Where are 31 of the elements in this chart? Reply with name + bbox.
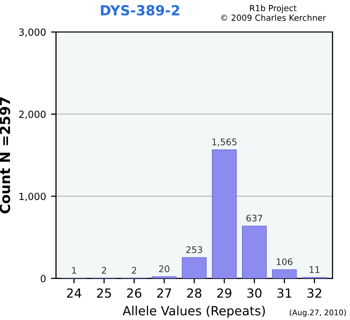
- data-label: 253: [186, 246, 202, 254]
- x-tick-label: 30: [247, 288, 262, 298]
- text: R1b Project: [250, 4, 297, 13]
- x-tick-label: 27: [157, 288, 172, 298]
- data-label: 11: [310, 266, 320, 273]
- data-label: 1: [72, 267, 76, 274]
- y-tick-label: 3,000: [19, 28, 46, 37]
- data-label: 20: [159, 265, 170, 272]
- bar: [242, 226, 267, 278]
- x-tick-label: 32: [307, 288, 322, 298]
- x-tick-label: 25: [97, 288, 111, 298]
- data-label: 2: [132, 266, 136, 274]
- chart-title: DYS-389-2: [100, 5, 180, 16]
- y-tick-label: 1,000: [20, 192, 46, 202]
- data-label: 2: [102, 266, 106, 274]
- x-tick-label: 28: [187, 288, 202, 298]
- x-axis-title: Allele Values (Repeats): [122, 306, 265, 318]
- x-tick-label: 29: [217, 288, 232, 298]
- y-tick-label: 2,000: [19, 110, 46, 119]
- bar: [212, 150, 237, 278]
- bar: [272, 269, 297, 278]
- x-tick-label: 31: [277, 288, 292, 298]
- bar: [182, 257, 207, 278]
- data-label: 106: [276, 258, 292, 266]
- data-label: 1,565: [212, 138, 236, 146]
- text: © 2009 Charles Kerchner: [221, 14, 326, 21]
- x-tick-label: 26: [127, 288, 142, 298]
- y-tick-label: 0: [40, 274, 46, 282]
- data-label: 637: [246, 214, 262, 222]
- y-axis-title: Count N =2597: [0, 97, 10, 214]
- x-tick-label: 24: [66, 288, 82, 298]
